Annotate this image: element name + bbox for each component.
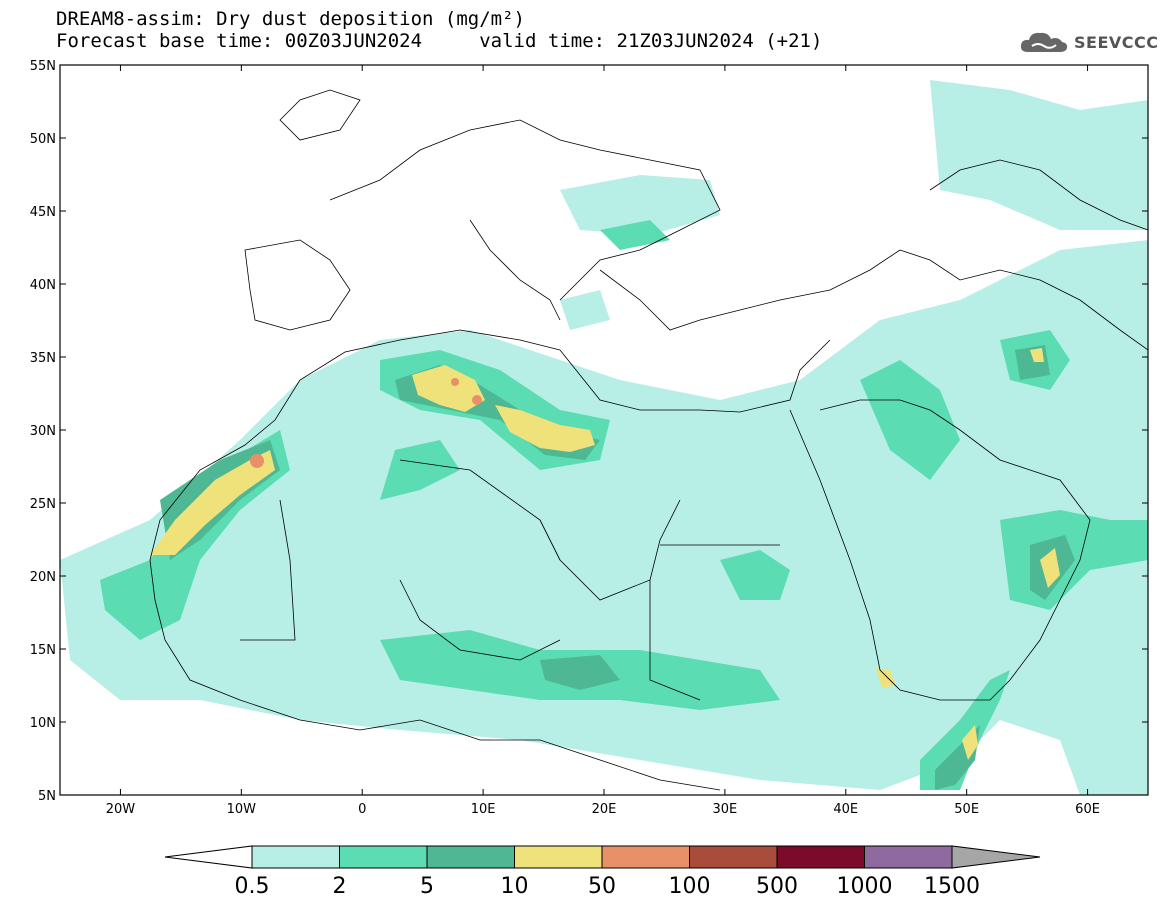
lon-tick-label: 20W <box>106 802 136 817</box>
lon-tick-label: 30E <box>713 802 738 817</box>
colorbar-swatch <box>339 845 428 869</box>
lat-tick-label: 35N <box>30 351 56 366</box>
dust-level-10-50 <box>150 348 1060 760</box>
colorbar-swatch <box>864 845 953 869</box>
longitude-ticks: 20W 10W 0 10E 20E 30E 40E 50E 60E <box>106 65 1100 817</box>
colorbar-swatch <box>514 845 603 869</box>
colorbar-swatch <box>251 845 340 869</box>
lat-tick-label: 45N <box>30 205 56 220</box>
colorbar-label: 1000 <box>837 874 893 899</box>
colorbar-over-arrow <box>951 845 1041 869</box>
map-header: DREAM8-assim: Dry dust deposition (mg/m²… <box>56 8 822 52</box>
colorbar-label: 500 <box>756 874 798 899</box>
colorbar-swatch <box>601 845 690 869</box>
colorbar-label: 0.5 <box>235 874 270 899</box>
lon-tick-label: 60E <box>1075 802 1100 817</box>
lat-tick-label: 20N <box>30 570 56 585</box>
lat-tick-label: 10N <box>30 716 56 731</box>
cloud-icon <box>1020 32 1068 52</box>
lon-tick-label: 40E <box>833 802 858 817</box>
dust-field <box>60 80 1148 795</box>
lat-tick-label: 5N <box>38 789 56 804</box>
lon-tick-label: 0 <box>358 802 366 817</box>
colorbar-label: 1500 <box>924 874 980 899</box>
map-frame <box>59 64 1149 796</box>
colorbar-label: 100 <box>669 874 711 899</box>
lon-tick-label: 10E <box>471 802 496 817</box>
lon-tick-label: 20E <box>592 802 617 817</box>
logo-text: SEEVCCC <box>1074 32 1159 52</box>
coastlines-and-borders <box>149 89 1148 791</box>
colorbar: 0.5 2 5 10 50 100 500 1000 1500 <box>164 845 1041 899</box>
colorbar-under-arrow <box>164 845 253 869</box>
colorbar-swatch <box>776 845 865 869</box>
colorbar-label: 50 <box>588 874 616 899</box>
lat-tick-label: 55N <box>30 59 56 74</box>
lat-tick-label: 50N <box>30 132 56 147</box>
map-title: DREAM8-assim: Dry dust deposition (mg/m²… <box>56 8 525 30</box>
lat-tick-label: 30N <box>30 424 56 439</box>
seevccc-logo: SEEVCCC <box>1018 28 1159 56</box>
forecast-times: Forecast base time: 00Z03JUN2024 valid t… <box>56 30 823 52</box>
lat-tick-label: 25N <box>30 497 56 512</box>
colorbar-label: 2 <box>333 874 347 899</box>
lat-tick-label: 40N <box>30 278 56 293</box>
colorbar-swatch <box>689 845 778 869</box>
dust-level-50-100 <box>250 378 482 468</box>
lat-tick-label: 15N <box>30 643 56 658</box>
colorbar-swatch <box>426 845 515 869</box>
latitude-ticks: 5N 10N 15N 20N 25N 30N 35N 40N 45N 50N 55N <box>30 59 1148 804</box>
colorbar-label: 5 <box>420 874 434 899</box>
lon-tick-label: 10W <box>227 802 257 817</box>
colorbar-label: 10 <box>501 874 529 899</box>
lon-tick-label: 50E <box>954 802 979 817</box>
